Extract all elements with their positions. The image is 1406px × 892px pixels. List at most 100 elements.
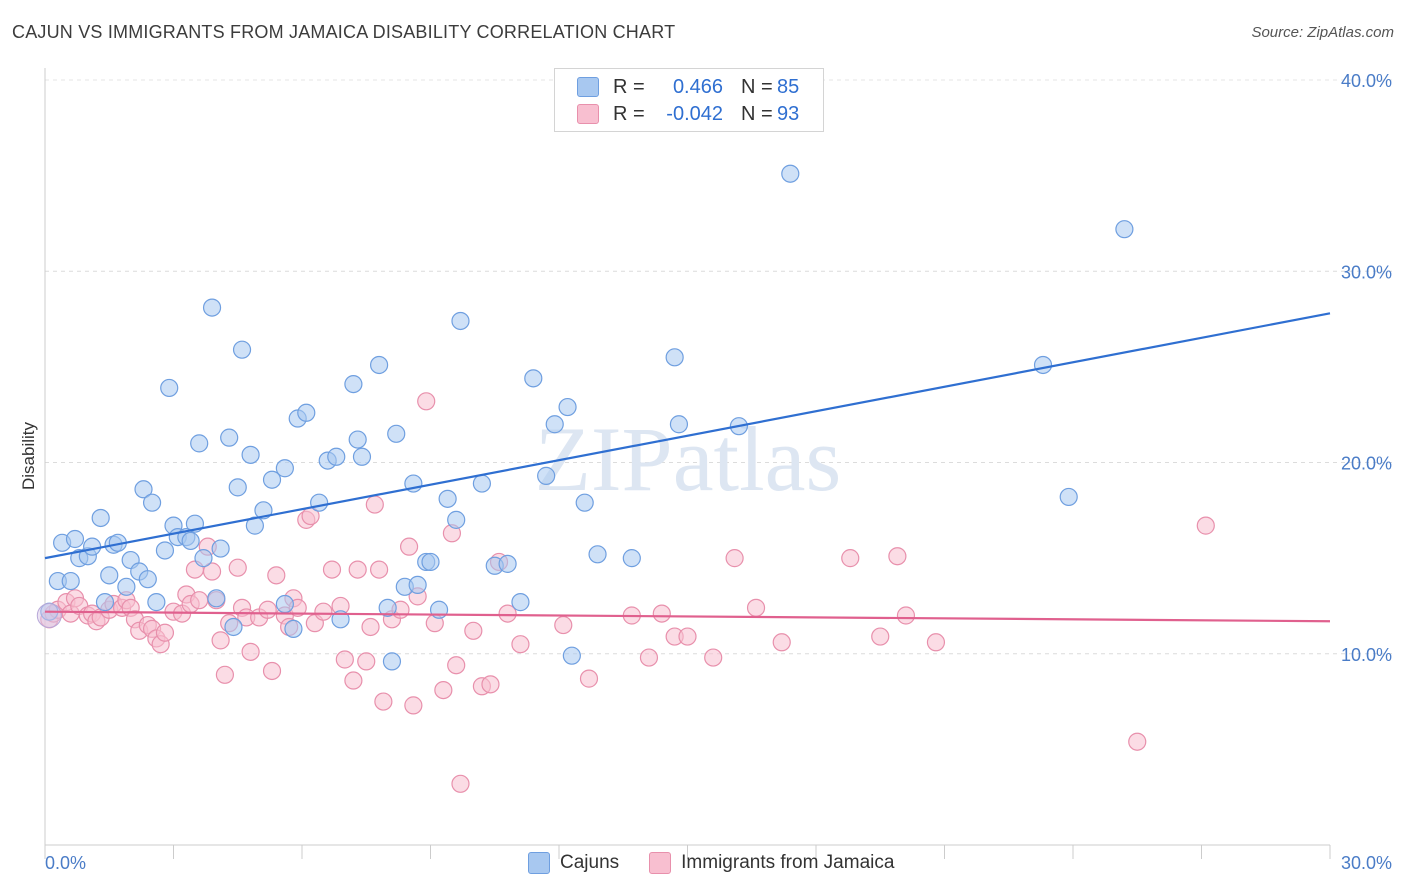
cajun-point (669, 415, 689, 434)
cajun-point (275, 594, 294, 614)
cajun-point (220, 428, 239, 447)
cajun-point (382, 652, 402, 671)
jamaica-point (481, 675, 500, 694)
legend-row-cajuns: R = 0.466 N = 85 (577, 75, 799, 99)
jamaica-point (335, 650, 354, 669)
jamaica-point (267, 566, 286, 585)
cajun-point (447, 510, 466, 529)
cajun-point (438, 489, 457, 508)
cajun-point (160, 378, 179, 398)
cajun-point (370, 355, 389, 375)
cajun-point (61, 571, 80, 591)
cajun-point (562, 646, 581, 665)
jamaica-point (399, 537, 419, 556)
cajun-point (202, 298, 222, 317)
cajun-point (781, 164, 800, 183)
jamaica-point (451, 774, 470, 793)
cajun-point (117, 577, 136, 596)
y-axis-label: Disability (19, 421, 38, 490)
cajun-point (241, 445, 260, 464)
jamaica-point (579, 669, 599, 688)
cajun-point (211, 539, 230, 558)
cajun-point (421, 552, 440, 572)
jamaica-point (348, 560, 367, 579)
jamaica-point (464, 621, 483, 640)
jamaica-point (228, 558, 247, 577)
cajun-point (65, 529, 85, 549)
jamaica-point (704, 648, 723, 667)
cajun-point (228, 478, 247, 497)
cajun-point (1115, 220, 1134, 239)
jamaica-point (155, 623, 175, 642)
r-value: -0.042 (666, 102, 723, 125)
cajun-point (194, 549, 213, 568)
cajun-point (134, 480, 153, 499)
jamaica-point (434, 680, 453, 700)
chart-title: CAJUN VS IMMIGRANTS FROM JAMAICA DISABIL… (12, 22, 676, 42)
cajun-point (352, 447, 372, 466)
jamaica-point (258, 600, 277, 619)
cajun-point (378, 598, 397, 617)
cajun-point (224, 617, 243, 637)
jamaica-point (511, 635, 530, 654)
legend-item-jamaica[interactable]: Immigrants from Jamaica (649, 852, 894, 874)
legend-label-cajuns: Cajuns (560, 852, 620, 873)
jamaica-point (202, 562, 222, 581)
cajun-point (588, 545, 607, 564)
cajun-point (297, 403, 316, 422)
jamaica-point (896, 606, 916, 625)
jamaica-point (639, 648, 659, 667)
data-points (36, 164, 1215, 793)
jamaica-point (262, 661, 282, 681)
cajun-point (451, 311, 470, 331)
jamaica-point (404, 696, 423, 715)
jamaica-point (652, 604, 671, 623)
jamaica-point (746, 598, 766, 617)
r-label: R = (613, 102, 645, 125)
jamaica-point (344, 671, 363, 690)
legend-row-jamaica: R = -0.042 N = 93 (577, 102, 799, 126)
jamaica-point (1128, 732, 1147, 751)
jamaica-point (361, 617, 380, 637)
legend-item-cajuns[interactable]: Cajuns (528, 852, 619, 874)
axes (44, 68, 1331, 859)
jamaica-point (447, 656, 466, 675)
cajun-point (95, 593, 115, 612)
cajun-point (331, 610, 350, 629)
jamaica-point (215, 665, 234, 684)
cajun-point (545, 415, 564, 434)
jamaica-trend-line (44, 610, 1331, 623)
jamaica-point (554, 615, 573, 635)
y-tick-label: 10.0% (1341, 645, 1392, 665)
cajun-point (327, 447, 346, 466)
jamaica-point (417, 392, 436, 411)
cajun-point (262, 470, 282, 489)
jamaica-point (725, 549, 744, 568)
cajun-point (155, 541, 175, 560)
cajun-point (284, 619, 303, 638)
cajun-point (1033, 355, 1053, 375)
cajun-point (524, 369, 543, 388)
cajun-point (344, 374, 363, 394)
source-note: Source: ZipAtlas.com (1251, 24, 1394, 41)
cajun-point (83, 537, 102, 556)
n-value: 93 (777, 102, 800, 125)
cajun-point (498, 554, 517, 573)
cajuns-swatch (577, 77, 599, 97)
series-legend: Cajuns Immigrants from Jamaica (528, 852, 924, 874)
cajun-point (387, 424, 406, 443)
jamaica-point (357, 652, 376, 671)
cajun-point (181, 531, 200, 551)
jamaica-point (678, 627, 697, 646)
r-value: 0.466 (672, 75, 723, 98)
cajun-point (558, 397, 577, 417)
cajun-point (142, 493, 162, 512)
cajun-point (348, 430, 367, 449)
cajun-point (310, 493, 329, 512)
cajun-point (147, 593, 166, 612)
gridlines (45, 79, 1392, 655)
jamaica-point (322, 560, 342, 579)
cajun-point (408, 575, 427, 595)
jamaica-point (841, 549, 860, 568)
cajun-point (190, 434, 209, 453)
